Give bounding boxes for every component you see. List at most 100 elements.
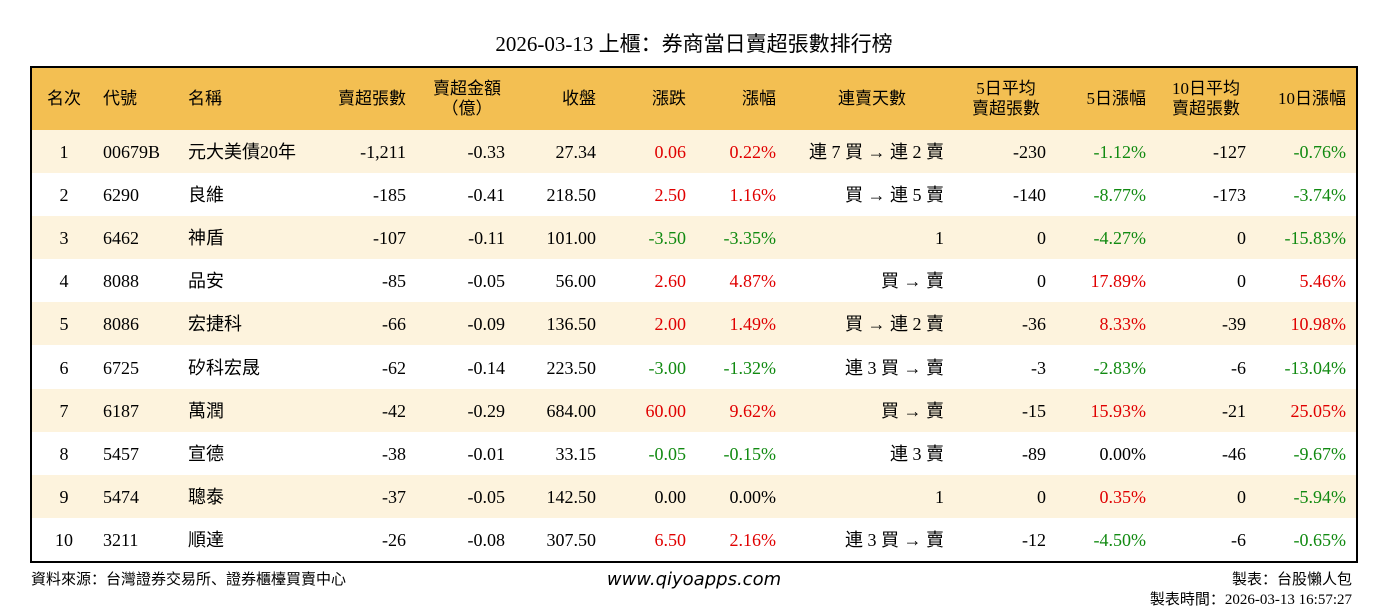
header-cell: 賣超張數 xyxy=(972,99,1040,118)
cell: 6.50 xyxy=(654,529,687,550)
header-cell: 漲跌 xyxy=(652,89,686,108)
cell: -3.50 xyxy=(648,228,687,249)
cell: -1.32% xyxy=(723,357,777,378)
row-bg xyxy=(32,345,1356,389)
cell: 101.00 xyxy=(546,228,597,249)
cell: 1 xyxy=(935,228,944,249)
cell: 0.06 xyxy=(654,142,687,162)
cell: -38 xyxy=(382,443,406,464)
cell: -89 xyxy=(1022,443,1046,464)
cell: 25.05% xyxy=(1290,400,1347,421)
cell: 33.15 xyxy=(555,443,597,464)
cell: 8 xyxy=(59,443,69,464)
cell: 連 3 買 → 賣 xyxy=(845,529,944,550)
cell: 223.50 xyxy=(546,357,597,378)
cell: 8.33% xyxy=(1099,314,1147,335)
cell: 連 3 買 → 賣 xyxy=(845,357,944,378)
cell: -21 xyxy=(1222,400,1246,421)
cell: -3.74% xyxy=(1293,185,1347,206)
cell: -26 xyxy=(382,529,406,550)
cell: 0 xyxy=(1037,271,1046,292)
cell: 2.50 xyxy=(654,185,687,206)
cell: 56.00 xyxy=(555,271,597,292)
cell: 良維 xyxy=(188,185,224,206)
maker: 製表：台股懶人包 xyxy=(1231,572,1352,588)
cell: -140 xyxy=(1013,185,1046,206)
cell: 神盾 xyxy=(188,228,224,249)
cell: 買 → 賣 xyxy=(881,271,944,292)
cell: -230 xyxy=(1013,142,1046,162)
website: www.qiyoapps.com xyxy=(606,569,782,590)
cell: 品安 xyxy=(188,271,224,292)
cell: -0.65% xyxy=(1293,529,1347,550)
header-cell: 連賣天數 xyxy=(838,89,906,108)
cell: 順達 xyxy=(188,529,224,550)
cell: -4.27% xyxy=(1093,228,1147,249)
header-cell: 賣超張數 xyxy=(338,89,406,108)
cell: 6 xyxy=(59,357,69,378)
row-bg xyxy=(32,130,1356,174)
cell: 連 7 買 → 連 2 賣 xyxy=(809,142,944,162)
cell: -85 xyxy=(382,271,406,292)
cell: -0.01 xyxy=(467,443,506,464)
cell: -173 xyxy=(1213,185,1246,206)
cell: -12 xyxy=(1022,529,1046,550)
row-bg xyxy=(32,431,1356,475)
header-cell: 名稱 xyxy=(188,89,222,108)
cell: 0.22% xyxy=(729,142,777,162)
cell: 5 xyxy=(59,314,69,335)
cell: 6725 xyxy=(103,357,139,378)
cell: 6462 xyxy=(103,228,139,249)
title: 2026-03-13 上櫃：券商當日賣超張數排行榜 xyxy=(495,32,893,56)
row-bg xyxy=(32,474,1356,518)
cell: -66 xyxy=(382,314,406,335)
cell: 6187 xyxy=(103,400,139,421)
cell: -46 xyxy=(1222,443,1246,464)
cell: 3211 xyxy=(103,529,139,550)
cell: 5457 xyxy=(103,443,139,464)
cell: -2.83% xyxy=(1093,357,1147,378)
cell: 1.49% xyxy=(729,314,777,335)
header-cell: 10日平均 xyxy=(1172,79,1240,98)
header-cell: （億） xyxy=(441,99,493,118)
cell: -62 xyxy=(382,357,406,378)
cell: 1 xyxy=(59,142,69,162)
cell: -9.67% xyxy=(1293,443,1347,464)
header-cell: 收盤 xyxy=(562,89,596,108)
cell: -15.83% xyxy=(1284,228,1347,249)
row-bg xyxy=(32,216,1356,260)
cell: 0 xyxy=(1037,228,1046,249)
cell: 15.93% xyxy=(1090,400,1147,421)
cell: -37 xyxy=(382,486,406,507)
cell: 萬潤 xyxy=(188,400,224,421)
cell: 0.00 xyxy=(654,486,687,507)
cell: 0 xyxy=(1237,271,1246,292)
cell: 0 xyxy=(1237,228,1246,249)
cell: -3.00 xyxy=(648,357,687,378)
cell: 8086 xyxy=(103,314,139,335)
cell: 136.50 xyxy=(546,314,597,335)
cell: -1,211 xyxy=(360,142,406,162)
table: 名次 代號 名稱 賣超張數 賣超金額 （億） 收盤 漲跌 漲幅 連賣天數 5日平均 賣超張數 5日漲幅 1… xyxy=(30,66,1358,563)
cell: -0.33 xyxy=(467,142,506,162)
cell: 4 xyxy=(59,271,69,292)
cell: 買 → 連 5 賣 xyxy=(845,185,944,206)
cell: 1 xyxy=(935,486,944,507)
cell: -0.05 xyxy=(467,486,506,507)
cell: -0.09 xyxy=(467,314,506,335)
cell: -0.08 xyxy=(467,529,506,550)
cell: 0 xyxy=(1037,486,1046,507)
cell: -15 xyxy=(1022,400,1046,421)
cell: 27.34 xyxy=(555,142,597,162)
cell: -185 xyxy=(373,185,406,206)
cell: 4.87% xyxy=(729,271,777,292)
cell: 元大美債20年 xyxy=(188,142,296,162)
cell: -0.14 xyxy=(467,357,506,378)
cell: 宣德 xyxy=(188,443,224,464)
cell: -0.11 xyxy=(468,228,505,249)
cell: 17.89% xyxy=(1090,271,1147,292)
cell: 6290 xyxy=(103,185,139,206)
cell: -8.77% xyxy=(1093,185,1147,206)
cell: 2.00 xyxy=(654,314,687,335)
